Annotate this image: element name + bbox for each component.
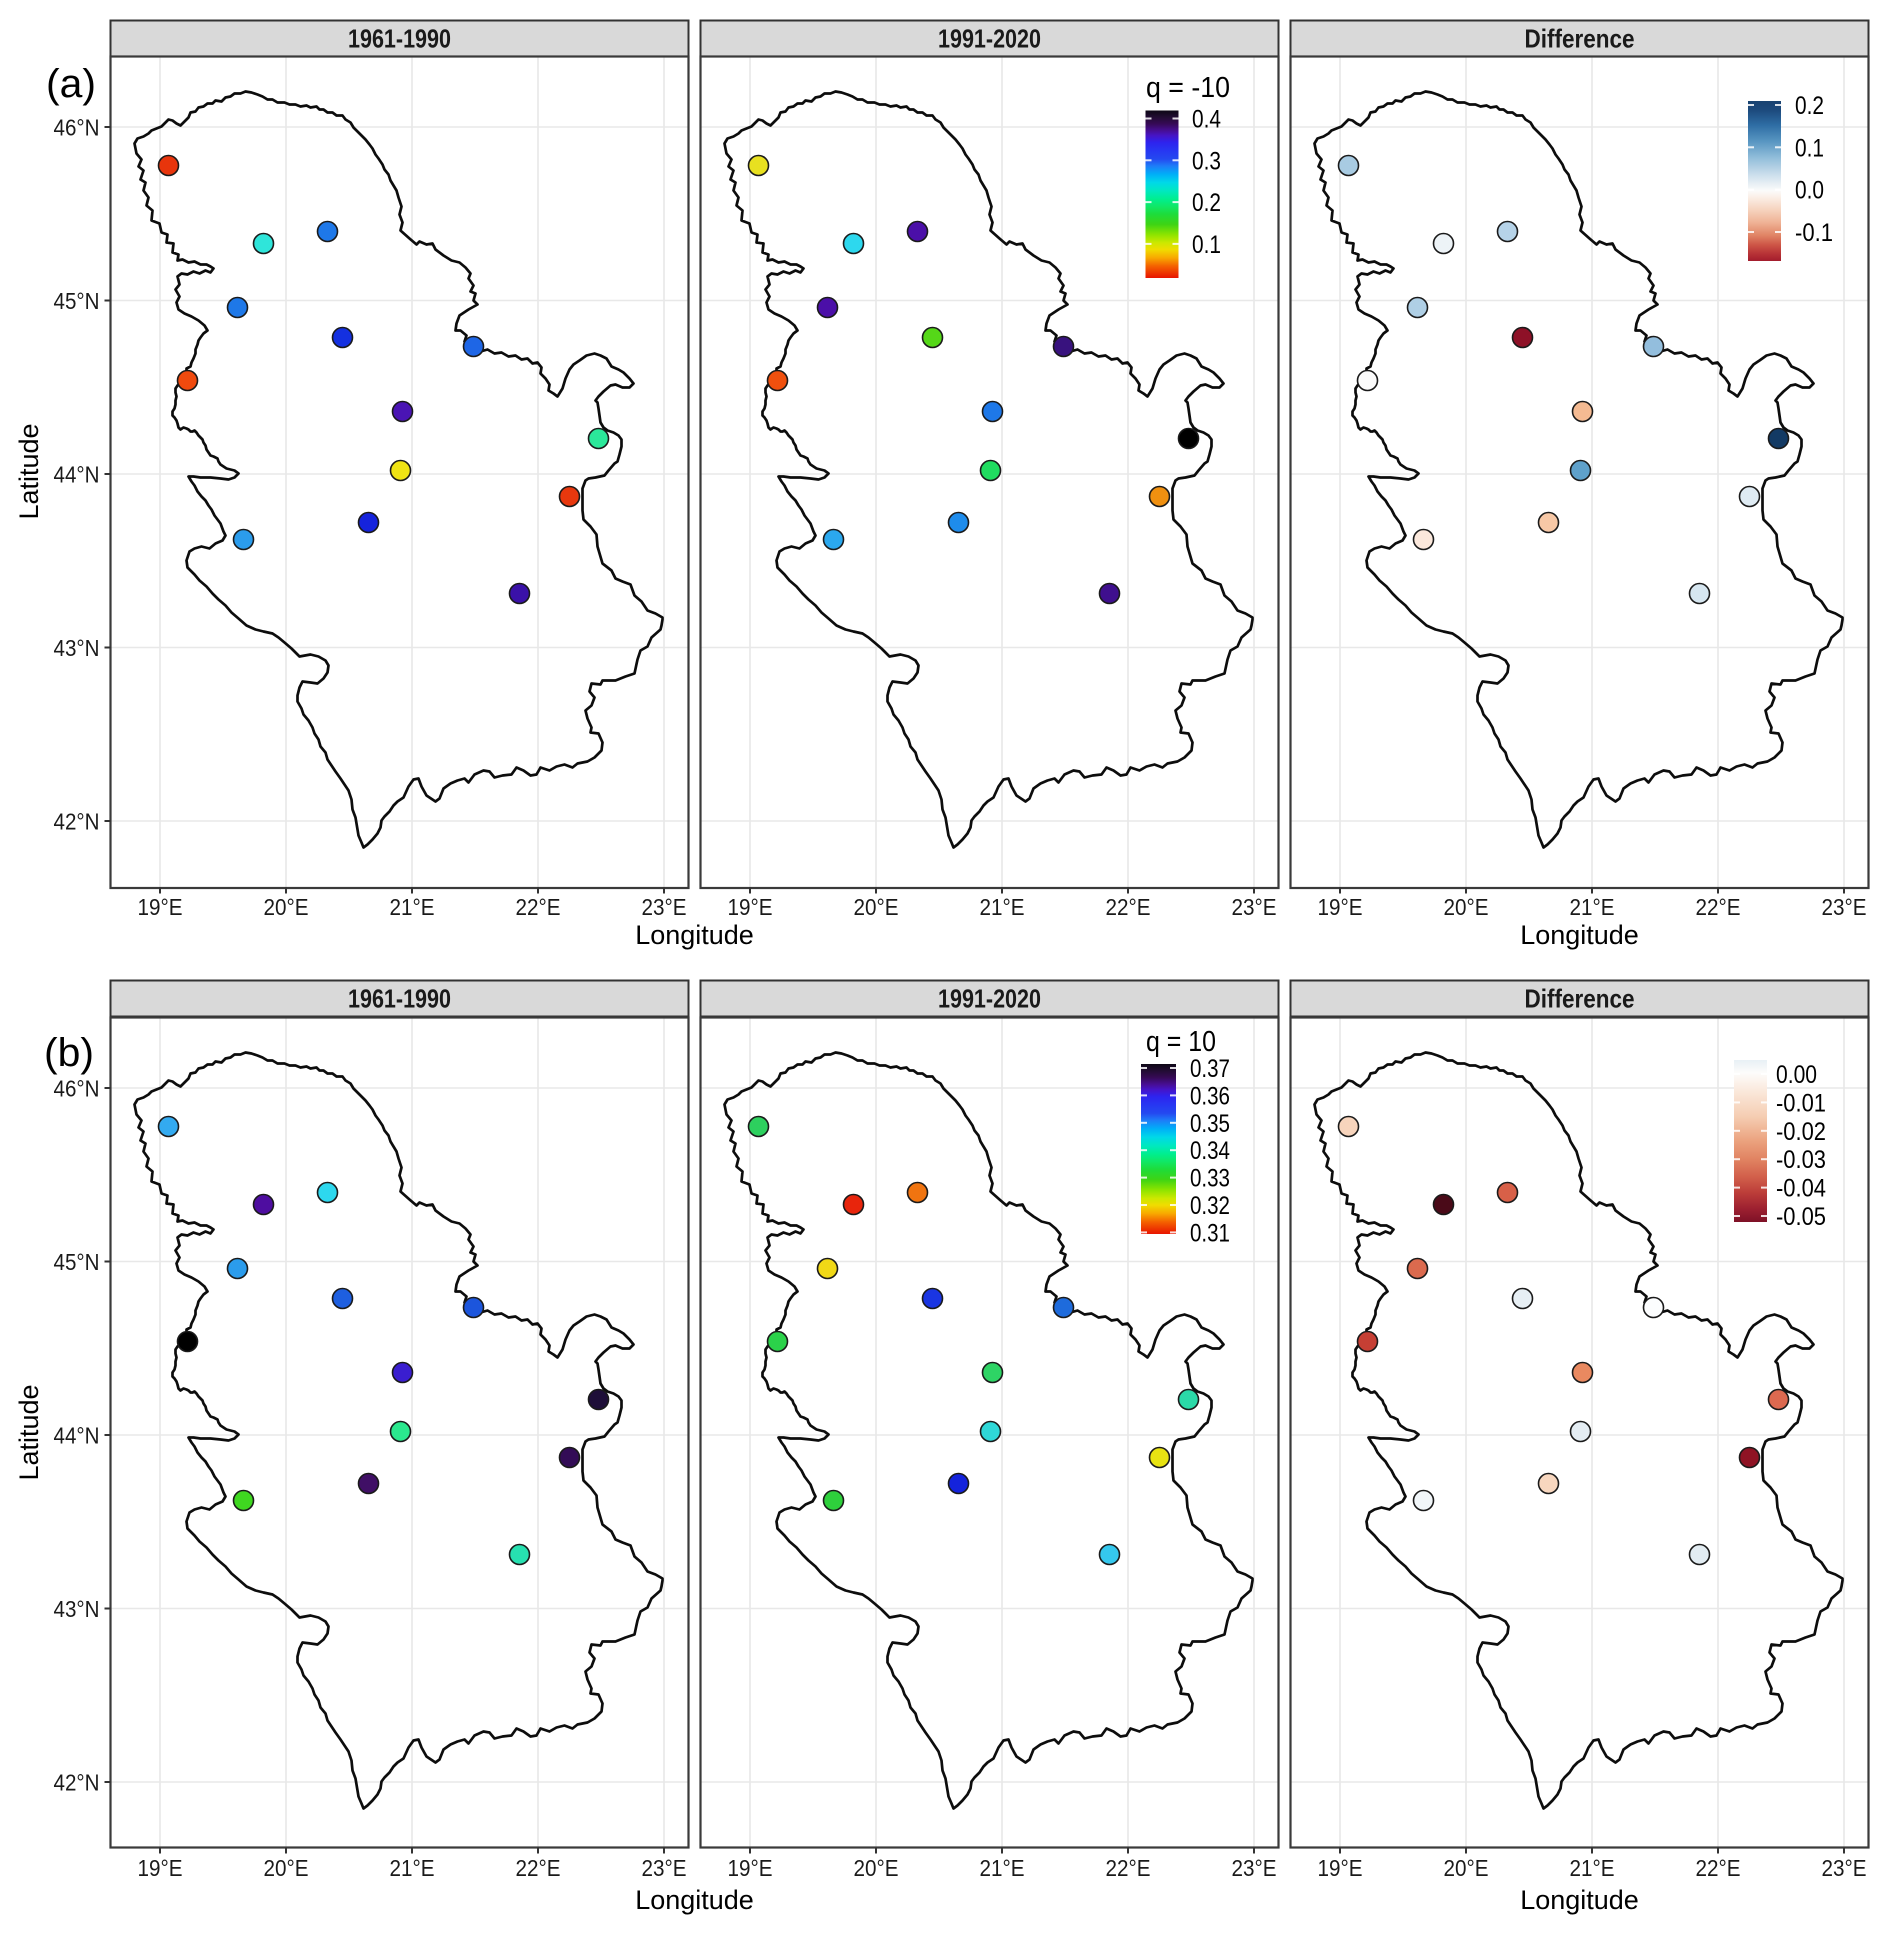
svg-text:19°E: 19°E: [728, 894, 773, 920]
svg-text:-0.02: -0.02: [1776, 1118, 1826, 1146]
svg-text:43°N: 43°N: [54, 635, 100, 661]
svg-text:0.32: 0.32: [1190, 1192, 1230, 1220]
svg-text:19°E: 19°E: [138, 1855, 183, 1881]
svg-text:45°N: 45°N: [54, 288, 100, 314]
svg-text:20°E: 20°E: [264, 894, 309, 920]
svg-text:22°E: 22°E: [516, 1855, 561, 1881]
svg-text:0.0: 0.0: [1795, 177, 1824, 205]
svg-text:0.37: 0.37: [1190, 1055, 1230, 1083]
svg-text:22°E: 22°E: [1696, 894, 1741, 920]
svg-text:22°E: 22°E: [1696, 1855, 1741, 1881]
svg-text:21°E: 21°E: [980, 1855, 1025, 1881]
svg-text:Longitude: Longitude: [635, 920, 754, 950]
svg-text:-0.04: -0.04: [1776, 1175, 1826, 1203]
svg-text:-0.03: -0.03: [1776, 1146, 1826, 1174]
svg-text:46°N: 46°N: [54, 1076, 100, 1102]
svg-text:21°E: 21°E: [980, 894, 1025, 920]
svg-text:1961-1990: 1961-1990: [348, 984, 451, 1014]
svg-text:-0.05: -0.05: [1776, 1203, 1826, 1231]
svg-text:21°E: 21°E: [390, 894, 435, 920]
svg-text:21°E: 21°E: [1570, 1855, 1615, 1881]
svg-text:23°E: 23°E: [642, 894, 687, 920]
svg-text:Latitude: Latitude: [14, 423, 44, 519]
svg-text:1991-2020: 1991-2020: [938, 984, 1041, 1014]
svg-text:44°N: 44°N: [54, 1423, 100, 1449]
svg-text:0.3: 0.3: [1192, 147, 1221, 175]
svg-text:19°E: 19°E: [728, 1855, 773, 1881]
svg-text:42°N: 42°N: [54, 1770, 100, 1796]
svg-text:46°N: 46°N: [54, 115, 100, 141]
svg-text:(a): (a): [46, 62, 96, 106]
svg-text:0.1: 0.1: [1192, 231, 1221, 259]
svg-text:0.00: 0.00: [1776, 1061, 1817, 1089]
svg-text:20°E: 20°E: [854, 894, 899, 920]
svg-text:44°N: 44°N: [54, 462, 100, 488]
svg-text:1991-2020: 1991-2020: [938, 24, 1041, 54]
svg-text:-0.1: -0.1: [1795, 219, 1833, 247]
svg-text:23°E: 23°E: [1232, 1855, 1277, 1881]
svg-text:0.1: 0.1: [1795, 134, 1824, 162]
svg-text:Difference: Difference: [1525, 984, 1635, 1014]
svg-text:Longitude: Longitude: [1520, 920, 1639, 950]
svg-text:Longitude: Longitude: [635, 1885, 754, 1915]
svg-text:19°E: 19°E: [138, 894, 183, 920]
svg-text:0.36: 0.36: [1190, 1082, 1230, 1110]
svg-text:20°E: 20°E: [264, 1855, 309, 1881]
svg-text:-0.01: -0.01: [1776, 1089, 1826, 1117]
svg-text:23°E: 23°E: [642, 1855, 687, 1881]
svg-text:21°E: 21°E: [1570, 894, 1615, 920]
svg-text:20°E: 20°E: [1444, 1855, 1489, 1881]
svg-text:20°E: 20°E: [1444, 894, 1489, 920]
svg-text:23°E: 23°E: [1822, 1855, 1867, 1881]
svg-text:0.2: 0.2: [1192, 189, 1221, 217]
svg-text:22°E: 22°E: [1106, 1855, 1151, 1881]
svg-text:Longitude: Longitude: [1520, 1885, 1639, 1915]
svg-text:42°N: 42°N: [54, 809, 100, 835]
svg-text:0.34: 0.34: [1190, 1137, 1230, 1165]
svg-text:22°E: 22°E: [1106, 894, 1151, 920]
svg-text:1961-1990: 1961-1990: [348, 24, 451, 54]
svg-text:43°N: 43°N: [54, 1596, 100, 1622]
svg-text:0.4: 0.4: [1192, 106, 1221, 134]
svg-text:0.31: 0.31: [1190, 1219, 1230, 1247]
svg-text:21°E: 21°E: [390, 1855, 435, 1881]
svg-text:q = -10: q = -10: [1146, 72, 1230, 104]
svg-text:22°E: 22°E: [516, 894, 561, 920]
svg-text:Latitude: Latitude: [14, 1384, 44, 1480]
svg-text:Difference: Difference: [1525, 24, 1635, 54]
svg-text:19°E: 19°E: [1318, 1855, 1363, 1881]
svg-text:0.2: 0.2: [1795, 92, 1824, 120]
svg-text:23°E: 23°E: [1822, 894, 1867, 920]
svg-text:0.33: 0.33: [1190, 1165, 1230, 1193]
svg-text:45°N: 45°N: [54, 1249, 100, 1275]
svg-text:23°E: 23°E: [1232, 894, 1277, 920]
svg-text:(b): (b): [44, 1031, 94, 1075]
svg-text:0.35: 0.35: [1190, 1110, 1230, 1138]
svg-text:20°E: 20°E: [854, 1855, 899, 1881]
svg-text:19°E: 19°E: [1318, 894, 1363, 920]
svg-text:q = 10: q = 10: [1146, 1026, 1216, 1058]
